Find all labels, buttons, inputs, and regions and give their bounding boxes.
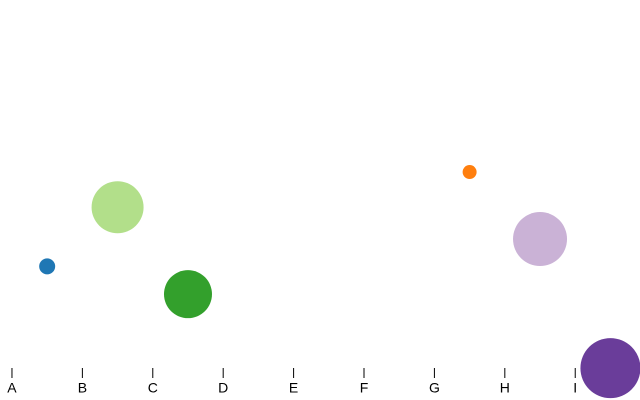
x-tick-label: G	[429, 380, 440, 396]
x-tick-label: E	[289, 380, 298, 396]
bubble	[462, 165, 477, 180]
bubble	[580, 338, 640, 399]
x-tick-label: C	[148, 380, 158, 396]
x-tick-label: H	[500, 380, 510, 396]
bubble	[39, 258, 56, 275]
x-tick-label: A	[7, 380, 17, 396]
x-tick-label: I	[573, 380, 577, 396]
x-tick-label: B	[78, 380, 87, 396]
bubble	[163, 270, 212, 319]
bubble	[513, 212, 568, 267]
bubble	[91, 181, 144, 234]
x-tick-label: D	[218, 380, 228, 396]
x-tick-label: F	[360, 380, 369, 396]
